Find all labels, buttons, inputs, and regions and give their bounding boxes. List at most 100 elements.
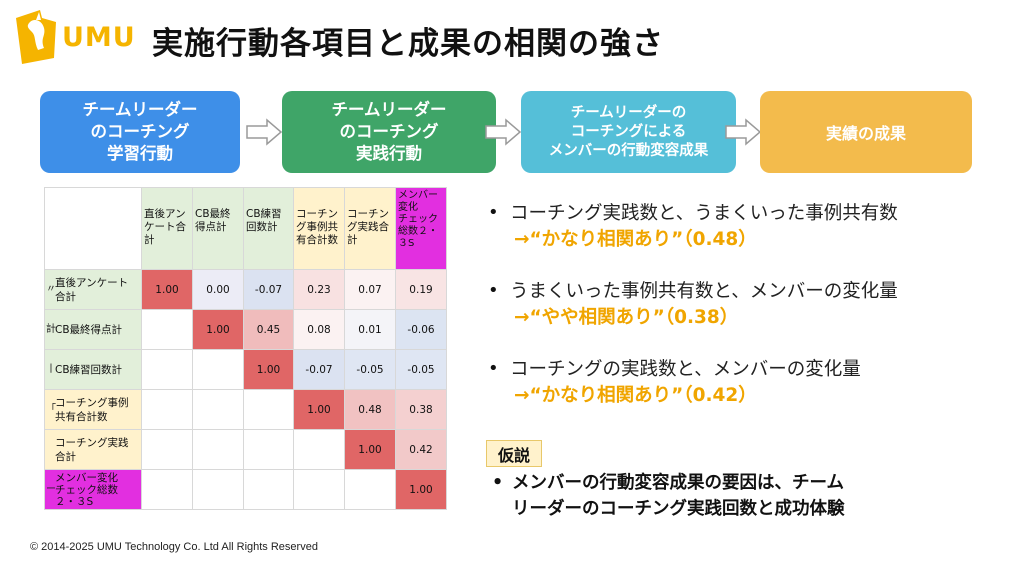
matrix-cell bbox=[141, 349, 193, 390]
hypothesis-label: 仮説 bbox=[486, 440, 542, 467]
matrix-col-header: CB練習 回数計 bbox=[243, 187, 294, 270]
matrix-row-header: 「コーチング事例 共有合計数 bbox=[44, 389, 142, 430]
row-cut-glyph: 〃 bbox=[46, 283, 56, 295]
matrix-row: コーチング実践 合計 1.00 0.42 bbox=[44, 429, 447, 470]
matrix-corner bbox=[44, 187, 142, 270]
matrix-col-header: メンバー 変化 チェック 総数２・ ３S bbox=[395, 187, 447, 270]
matrix-row-header: コーチング実践 合計 bbox=[44, 429, 142, 470]
matrix-header-row: 直後アン ケート合 計 CB最終 得点計 CB練習 回数計 コーチン グ事例共 … bbox=[44, 187, 447, 270]
matrix-cell: -0.05 bbox=[395, 349, 447, 390]
finding-item: • うまくいった事例共有数と、メンバーの変化量 →“やや相関あり”（0.38） bbox=[486, 280, 1006, 332]
matrix-col-header: CB最終 得点計 bbox=[192, 187, 244, 270]
matrix-cell: 0.38 bbox=[395, 389, 447, 430]
matrix-col-header: 直後アン ケート合 計 bbox=[141, 187, 193, 270]
finding-item: • コーチング実践数と、うまくいった事例共有数 →“かなり相関あり”（0.48） bbox=[486, 202, 1006, 254]
flow-step-learning: チームリーダー のコーチング 学習行動 bbox=[40, 91, 240, 173]
matrix-row-header: ーメンバー変化 チェック総数 ２・３S bbox=[44, 469, 142, 510]
flow-step-label: チームリーダー のコーチング 実践行動 bbox=[331, 100, 447, 163]
matrix-cell: 0.01 bbox=[344, 309, 396, 350]
row-cut-glyph: ー bbox=[46, 483, 56, 495]
copyright-text: © 2014-2025 UMU Technology Co. Ltd All R… bbox=[30, 541, 318, 553]
matrix-cell bbox=[141, 389, 193, 430]
umu-horse-logo-icon bbox=[16, 10, 56, 64]
umu-logo: UMU bbox=[14, 8, 136, 66]
matrix-row: 〃直後アンケート 合計 1.00 0.00 -0.07 0.23 0.07 0.… bbox=[44, 269, 447, 310]
matrix-cell bbox=[243, 469, 294, 510]
arrow-right-icon bbox=[485, 118, 522, 146]
finding-result: →“かなり相関あり”（0.42） bbox=[514, 385, 757, 406]
matrix-row-header: 丨 CB練習回数計 bbox=[44, 349, 142, 390]
matrix-row-header: 〃直後アンケート 合計 bbox=[44, 269, 142, 310]
matrix-cell bbox=[141, 309, 193, 350]
flow-step-results: 実績の成果 bbox=[760, 91, 972, 173]
hypothesis-body: • メンバーの行動変容成果の要因は、チーム リーダーのコーチング実践回数と成功体… bbox=[490, 470, 960, 522]
finding-text: コーチングの実践数と、メンバーの変化量 bbox=[510, 359, 861, 380]
matrix-cell: 0.19 bbox=[395, 269, 447, 310]
row-label: 直後アンケート 合計 bbox=[55, 276, 129, 303]
findings-list: • コーチング実践数と、うまくいった事例共有数 →“かなり相関あり”（0.48）… bbox=[486, 202, 1006, 436]
row-label: CB最終得点計 bbox=[55, 323, 123, 336]
matrix-cell bbox=[192, 349, 244, 390]
matrix-cell: -0.06 bbox=[395, 309, 447, 350]
flow-step-member-change: チームリーダーの コーチングによる メンバーの行動変容成果 bbox=[521, 91, 736, 173]
arrow-right-icon bbox=[246, 118, 283, 146]
row-label: メンバー変化 チェック総数 ２・３S bbox=[55, 471, 118, 508]
arrow-right-icon bbox=[725, 118, 762, 146]
matrix-cell bbox=[192, 389, 244, 430]
matrix-col-header: コーチン グ実践合 計 bbox=[344, 187, 396, 270]
matrix-cell: -0.07 bbox=[243, 269, 294, 310]
matrix-cell: 1.00 bbox=[243, 349, 294, 390]
hypothesis-text: メンバーの行動変容成果の要因は、チーム リーダーのコーチング実践回数と成功体験 bbox=[512, 473, 845, 519]
matrix-cell bbox=[243, 429, 294, 470]
matrix-cell: 0.48 bbox=[344, 389, 396, 430]
bullet-dot-icon: • bbox=[488, 358, 499, 379]
page-title: 実施行動各項目と成果の相関の強さ bbox=[152, 26, 664, 62]
matrix-cell bbox=[141, 469, 193, 510]
matrix-cell bbox=[141, 429, 193, 470]
matrix-cell bbox=[192, 429, 244, 470]
bullet-dot-icon: • bbox=[488, 202, 499, 223]
flow-step-label: チームリーダー のコーチング 学習行動 bbox=[82, 100, 198, 163]
flow-step-label: チームリーダーの コーチングによる メンバーの行動変容成果 bbox=[548, 104, 709, 159]
matrix-col-header: コーチン グ事例共 有合計数 bbox=[293, 187, 345, 270]
matrix-cell: 1.00 bbox=[192, 309, 244, 350]
matrix-cell: 0.07 bbox=[344, 269, 396, 310]
finding-result: →“やや相関あり”（0.38） bbox=[514, 307, 739, 328]
bullet-dot-icon: • bbox=[492, 473, 504, 493]
matrix-cell: 1.00 bbox=[141, 269, 193, 310]
finding-result: →“かなり相関あり”（0.48） bbox=[514, 229, 757, 250]
bullet-dot-icon: • bbox=[488, 280, 499, 301]
matrix-cell bbox=[344, 469, 396, 510]
finding-text: うまくいった事例共有数と、メンバーの変化量 bbox=[510, 281, 898, 302]
matrix-cell bbox=[293, 469, 345, 510]
flow-step-label: 実績の成果 bbox=[825, 124, 906, 143]
matrix-cell: 1.00 bbox=[293, 389, 345, 430]
matrix-cell: -0.07 bbox=[293, 349, 345, 390]
row-label: コーチング実践 合計 bbox=[55, 436, 129, 463]
matrix-row: 「コーチング事例 共有合計数 1.00 0.48 0.38 bbox=[44, 389, 447, 430]
correlation-matrix: 直後アン ケート合 計 CB最終 得点計 CB練習 回数計 コーチン グ事例共 … bbox=[44, 187, 447, 510]
matrix-row: ーメンバー変化 チェック総数 ２・３S 1.00 bbox=[44, 469, 447, 510]
matrix-cell bbox=[243, 389, 294, 430]
finding-text: コーチング実践数と、うまくいった事例共有数 bbox=[510, 203, 898, 224]
matrix-cell bbox=[293, 429, 345, 470]
matrix-cell: 0.08 bbox=[293, 309, 345, 350]
logo-text: UMU bbox=[62, 21, 136, 53]
row-cut-glyph: 計 bbox=[46, 323, 56, 335]
flow-step-practice: チームリーダー のコーチング 実践行動 bbox=[282, 91, 496, 173]
matrix-cell: 1.00 bbox=[344, 429, 396, 470]
matrix-row-header: 計 CB最終得点計 bbox=[44, 309, 142, 350]
matrix-cell: 0.23 bbox=[293, 269, 345, 310]
row-cut-glyph: 丨 bbox=[46, 363, 56, 375]
matrix-cell: 0.45 bbox=[243, 309, 294, 350]
matrix-row: 計 CB最終得点計 1.00 0.45 0.08 0.01 -0.06 bbox=[44, 309, 447, 350]
row-label: CB練習回数計 bbox=[55, 363, 123, 376]
row-cut-glyph: 「 bbox=[46, 403, 56, 415]
finding-item: • コーチングの実践数と、メンバーの変化量 →“かなり相関あり”（0.42） bbox=[486, 358, 1006, 410]
matrix-cell bbox=[192, 469, 244, 510]
matrix-cell: 0.42 bbox=[395, 429, 447, 470]
matrix-cell: -0.05 bbox=[344, 349, 396, 390]
matrix-cell: 1.00 bbox=[395, 469, 447, 510]
row-label: コーチング事例 共有合計数 bbox=[55, 396, 129, 423]
matrix-row: 丨 CB練習回数計 1.00 -0.07 -0.05 -0.05 bbox=[44, 349, 447, 390]
